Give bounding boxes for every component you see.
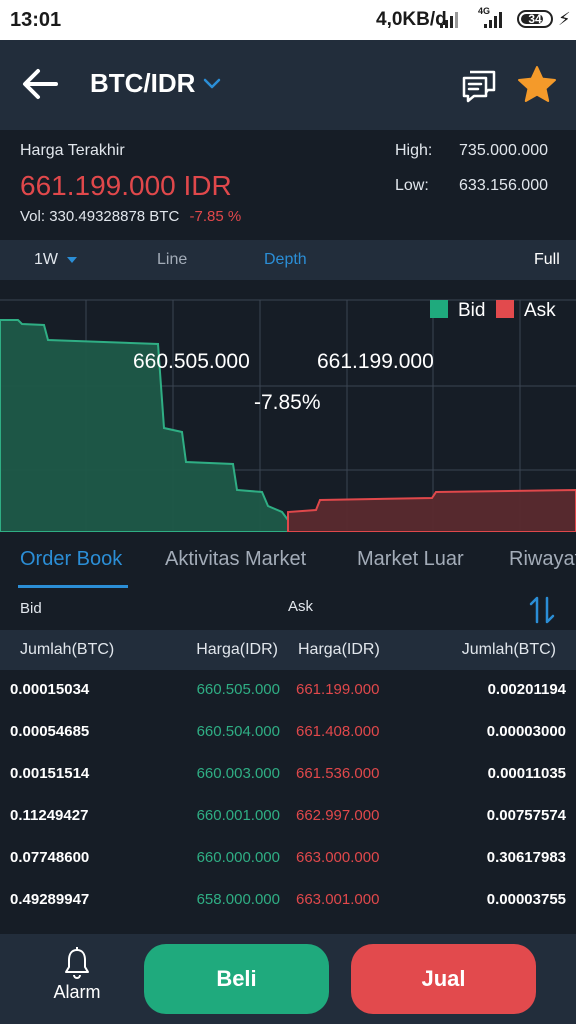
bottom-action-bar: Alarm Beli Jual <box>0 934 576 1024</box>
battery-icon: 34 <box>517 10 553 28</box>
fullscreen-button[interactable]: Full <box>534 251 560 268</box>
spread-label: -7.85% <box>254 391 321 414</box>
legend-bid: Bid <box>430 300 485 322</box>
order-book-rows: 0.00015034 660.505.000 661.199.000 0.002… <box>0 670 576 932</box>
ask-price: 661.536.000 <box>296 765 380 782</box>
table-row[interactable]: 0.00015034 660.505.000 661.199.000 0.002… <box>0 670 576 712</box>
table-row[interactable]: 0.11249427 660.001.000 662.997.000 0.007… <box>0 796 576 838</box>
high-value: 735.000.000 <box>459 142 548 159</box>
bid-price: 660.001.000 <box>196 807 280 824</box>
status-time: 13:01 <box>10 9 62 31</box>
low-label: Low: <box>395 177 429 194</box>
star-icon[interactable] <box>516 64 558 106</box>
ask-price-label: 661.199.000 <box>317 350 434 373</box>
volume-value: 330.49328878 BTC <box>49 208 180 225</box>
col-bid-amount: Jumlah(BTC) <box>20 641 115 658</box>
col-ask-amount: Jumlah(BTC) <box>461 641 556 658</box>
last-price: 661.199.000 IDR <box>20 170 232 201</box>
bid-ask-header: Bid Ask <box>0 590 576 630</box>
bell-icon <box>65 947 89 980</box>
buy-button[interactable]: Beli <box>144 944 329 1014</box>
ask-amount: 0.00003755 <box>486 891 566 908</box>
ask-amount: 0.00201194 <box>487 681 566 698</box>
section-tabs: Order Book Aktivitas Market Market Luar … <box>0 532 576 590</box>
bid-price-label: 660.505.000 <box>133 350 250 373</box>
volume-label: Vol: <box>20 208 46 225</box>
ask-label: Ask <box>288 598 314 615</box>
low-value: 633.156.000 <box>459 177 548 194</box>
line-chart-button[interactable]: Line <box>157 251 188 268</box>
alarm-label: Alarm <box>53 982 101 1002</box>
battery-level: 34 <box>528 12 542 26</box>
swap-icon[interactable] <box>528 594 556 626</box>
table-row[interactable]: 0.00151514 660.003.000 661.536.000 0.000… <box>0 754 576 796</box>
signal-icon-2 <box>484 10 506 28</box>
ask-price: 661.199.000 <box>296 681 380 698</box>
ticker-info: Harga Terakhir 661.199.000 IDR Vol: 330.… <box>0 130 576 240</box>
high-label: High: <box>395 142 433 159</box>
chat-icon[interactable] <box>460 66 498 104</box>
table-row[interactable]: 0.49289947 658.000.000 663.001.000 0.000… <box>0 880 576 922</box>
order-book-header: Jumlah(BTC) Harga(IDR) Harga(IDR) Jumlah… <box>0 630 576 670</box>
bid-amount: 0.07748600 <box>10 849 90 866</box>
tab-aktivitas-market[interactable]: Aktivitas Market <box>165 548 307 570</box>
sell-button[interactable]: Jual <box>351 944 536 1014</box>
volume: Vol: 330.49328878 BTC -7.85 % <box>20 208 241 225</box>
interval-selector[interactable]: 1W <box>34 251 58 268</box>
chart-controls: 1W Line Depth Full <box>0 240 576 280</box>
depth-chart-svg <box>0 299 576 532</box>
status-bar: 13:01 4,0KB/d 4G 34 ⚡ <box>0 0 576 40</box>
ask-price: 662.997.000 <box>296 807 380 824</box>
tab-order-book[interactable]: Order Book <box>20 548 123 570</box>
legend-ask: Ask <box>496 300 556 322</box>
ask-amount: 0.30617983 <box>486 849 566 866</box>
table-row[interactable]: 0.07748600 660.000.000 663.000.000 0.306… <box>0 838 576 880</box>
ask-depth-area <box>287 488 576 532</box>
app-header: BTC/IDR <box>0 40 576 130</box>
caret-down-icon[interactable] <box>67 257 77 263</box>
ask-price: 663.001.000 <box>296 891 380 908</box>
charging-icon: ⚡ <box>558 9 571 29</box>
depth-chart-button[interactable]: Depth <box>264 251 307 268</box>
bid-price: 658.000.000 <box>196 891 280 908</box>
last-price-label: Harga Terakhir <box>20 142 125 159</box>
depth-chart: Bid Ask 660.505.000 661.199.000 -7.85% <box>0 280 576 532</box>
network-type: 4G <box>478 6 491 16</box>
bid-price: 660.505.000 <box>196 681 280 698</box>
table-row[interactable]: 0.00054685 660.504.000 661.408.000 0.000… <box>0 712 576 754</box>
bid-price: 660.504.000 <box>196 723 280 740</box>
network-speed: 4,0KB/d <box>376 9 447 30</box>
bid-amount: 0.00054685 <box>10 723 90 740</box>
bid-depth-area <box>0 319 289 532</box>
bid-price: 660.003.000 <box>196 765 280 782</box>
tab-riwayat[interactable]: Riwayat <box>509 548 576 570</box>
bid-price: 660.000.000 <box>196 849 280 866</box>
ask-price: 663.000.000 <box>296 849 380 866</box>
signal-icon <box>440 10 462 28</box>
ask-amount: 0.00003000 <box>486 723 566 740</box>
col-bid-price: Harga(IDR) <box>196 641 278 658</box>
price-change: -7.85 % <box>189 208 242 225</box>
ask-amount: 0.00757574 <box>486 807 566 824</box>
ask-price: 661.408.000 <box>296 723 380 740</box>
ask-amount: 0.00011035 <box>487 765 566 782</box>
chevron-down-icon[interactable] <box>203 77 221 91</box>
active-tab-indicator <box>18 585 128 588</box>
alarm-button[interactable]: Alarm <box>40 946 114 1016</box>
col-ask-price: Harga(IDR) <box>298 641 380 658</box>
bid-label: Bid <box>20 600 42 617</box>
bid-amount: 0.00015034 <box>10 681 90 698</box>
bid-amount: 0.11249427 <box>10 807 89 824</box>
tab-market-luar[interactable]: Market Luar <box>357 548 464 570</box>
back-arrow-icon[interactable] <box>20 66 60 102</box>
bid-amount: 0.00151514 <box>10 765 90 782</box>
pair-title[interactable]: BTC/IDR <box>90 68 196 98</box>
bid-amount: 0.49289947 <box>10 891 90 908</box>
